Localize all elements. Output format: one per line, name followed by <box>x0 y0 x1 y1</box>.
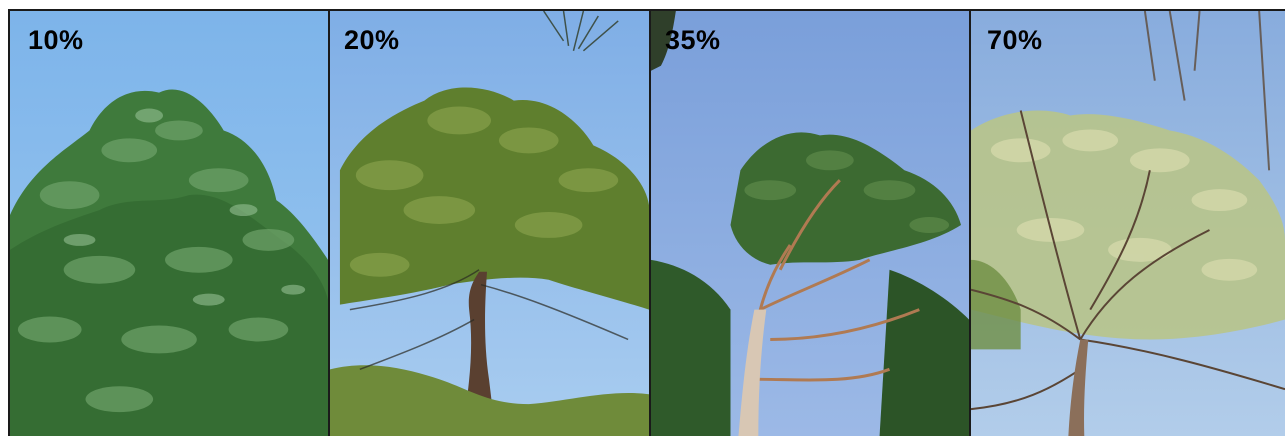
panel-70-percent: 70% <box>969 9 1285 436</box>
defoliation-label: 35% <box>665 25 721 55</box>
pine-crown-dense-image <box>10 11 328 436</box>
panel-35-percent: 35% <box>649 9 969 436</box>
defoliation-label: 70% <box>987 25 1043 55</box>
image-strip: 10% <box>8 9 1285 436</box>
defoliation-label: 20% <box>344 25 400 55</box>
panel-20-percent: 20% <box>328 9 649 436</box>
defoliation-label: 10% <box>28 25 84 55</box>
pine-crown-heavy-image <box>971 11 1285 436</box>
pine-crown-moderate-image <box>330 11 649 436</box>
panel-10-percent: 10% <box>8 9 328 436</box>
pine-crown-sparse-image <box>651 11 969 436</box>
